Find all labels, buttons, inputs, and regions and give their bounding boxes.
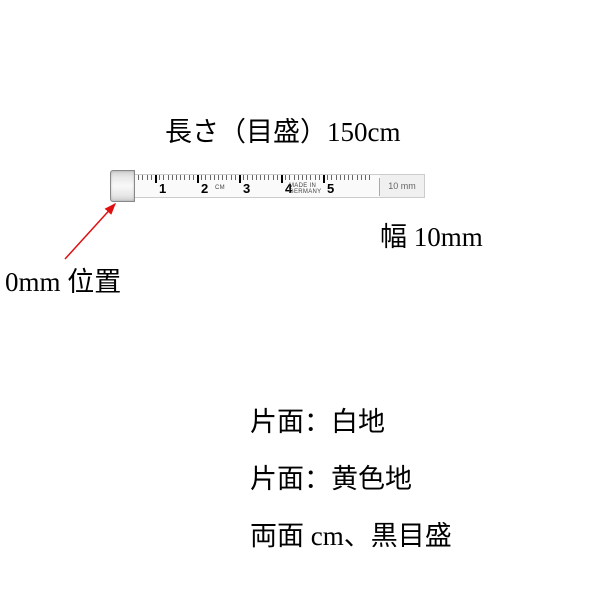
tick-minor [184,175,185,180]
length-label: 長さ（目盛）150cm [165,110,401,149]
tick-major [155,175,157,183]
tick-minor [348,175,349,180]
tick-label: 5 [327,181,334,196]
tick-minor [231,175,232,180]
tick-minor [315,175,316,180]
tick-minor [310,175,311,180]
tape-measure: 12345CMMADE INGERMANY 10 mm [110,170,410,202]
tick-minor [168,175,169,180]
tick-minor [189,175,190,180]
tick-minor [138,175,139,180]
tick-minor [361,175,362,180]
tick-minor [226,175,227,180]
tick-minor [176,175,177,180]
desc-side-white: 片面：白地 [250,400,452,439]
tick-minor [235,175,236,180]
tick-minor [285,175,286,180]
tick-minor [327,175,328,180]
tape-cm-text: CM [215,185,225,191]
tick-minor [151,175,152,180]
desc-both-sides: 両面 cm、黒目盛 [250,514,452,553]
tick-minor [273,175,274,180]
tick-minor [331,175,332,180]
tick-minor [264,175,265,180]
tick-minor [365,175,366,180]
tick-minor [306,175,307,180]
tick-label: 1 [159,181,166,196]
tick-major [239,175,241,183]
tick-minor [252,175,253,180]
tick-minor [159,175,160,180]
tick-minor [344,175,345,180]
tape-tail-label: 10 mm [380,174,425,198]
tick-minor [298,175,299,180]
tick-minor [214,175,215,180]
tick-minor [340,175,341,180]
tick-minor [260,175,261,180]
tick-minor [193,175,194,180]
tick-minor [205,175,206,180]
tick-minor [294,175,295,180]
tick-minor [319,175,320,180]
tick-major [197,175,199,183]
tick-minor [357,175,358,180]
tick-label: 2 [201,181,208,196]
description-block: 片面：白地 片面：黄色地 両面 cm、黒目盛 [250,400,452,571]
tick-minor [147,175,148,180]
tape-end-cap [110,170,135,202]
width-label: 幅 10mm [380,215,483,254]
tick-minor [172,175,173,180]
tick-minor [210,175,211,180]
tape-scale: 12345CMMADE INGERMANY [135,175,380,197]
tick-major [281,175,283,183]
zero-position-label: 0mm 位置 [5,260,121,299]
tape-body: 12345CMMADE INGERMANY [135,174,380,198]
tick-minor [289,175,290,180]
tick-minor [180,175,181,180]
tape-germany-text: GERMANY [289,189,321,195]
zero-position-arrow [60,199,125,264]
tick-minor [256,175,257,180]
tick-minor [277,175,278,180]
tick-minor [163,175,164,180]
tick-label: 3 [243,181,250,196]
tick-minor [302,175,303,180]
tick-minor [243,175,244,180]
tick-minor [336,175,337,180]
tick-major [323,175,325,183]
tick-minor [222,175,223,180]
tick-minor [247,175,248,180]
tick-minor [352,175,353,180]
tick-minor [369,175,370,180]
tick-minor [268,175,269,180]
tick-minor [201,175,202,180]
tick-minor [142,175,143,180]
tick-minor [218,175,219,180]
desc-side-yellow: 片面：黄色地 [250,457,452,496]
